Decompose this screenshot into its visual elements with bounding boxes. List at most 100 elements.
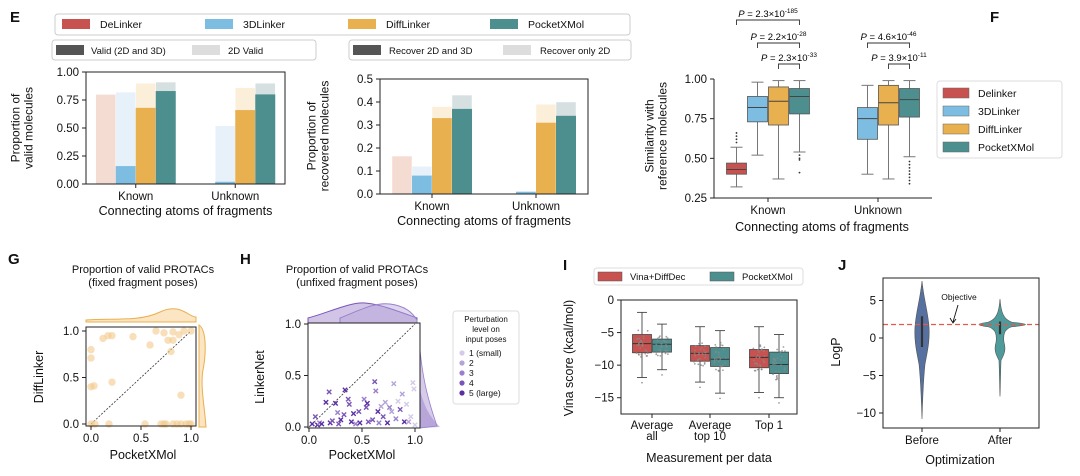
h-scatter-point xyxy=(319,421,325,427)
i-xlabel: Measurement per data xyxy=(646,451,772,465)
h-scatter-point xyxy=(363,404,369,411)
f-significance-bracket xyxy=(757,42,800,48)
e-right-bar-difflinker-unknown xyxy=(536,122,556,194)
i-box-pocketxmol-2-swarm-point xyxy=(772,373,774,376)
g-scatter-point xyxy=(87,345,95,354)
h-legend-marker xyxy=(459,350,465,356)
e-left-ytick-label: 0.25 xyxy=(57,151,79,163)
g-scatter-point xyxy=(91,420,99,428)
i-box-pocketxmol-1-swarm-point xyxy=(715,358,718,361)
i-box-pocketxmol-2-swarm-point xyxy=(780,358,782,361)
legend-label-pocketxmol: PocketXMol xyxy=(528,19,584,31)
f-box-difflinker-known xyxy=(768,86,789,126)
i-box-vinadiffdec-0-swarm-point xyxy=(639,347,642,349)
i-box-vinadiffdec-2-swarm-point xyxy=(761,348,763,351)
legend-swatch-2d-valid xyxy=(192,45,220,55)
h-scatter-point xyxy=(405,419,412,425)
i-box-pocketxmol-0-swarm-point xyxy=(665,341,668,344)
i-box-pocketxmol-1-swarm-point xyxy=(717,353,720,355)
h-scatter-point xyxy=(312,414,319,420)
i-box-vinadiffdec-0-swarm-point xyxy=(640,355,642,358)
h-scatter-point xyxy=(401,419,408,425)
h-ylabel: LinkerNet xyxy=(253,350,267,404)
i-xtick-label: top 10 xyxy=(694,431,726,443)
i-box-pocketxmol-1-swarm-point xyxy=(714,344,717,346)
j-objective-label: Objective xyxy=(941,292,977,302)
i-xtick-label: all xyxy=(646,431,658,443)
i-box-vinadiffdec-2-swarm-point xyxy=(753,369,756,372)
i-box-pocketxmol-0-swarm-point xyxy=(666,349,669,352)
i-box-vinadiffdec-2-swarm-point xyxy=(756,354,759,357)
i-box-vinadiffdec-2-swarm-point xyxy=(763,350,765,353)
i-box-pocketxmol-0-swarm-point xyxy=(655,351,658,354)
i-box-pocketxmol-1-swarm-point xyxy=(716,356,718,359)
g-scatter-point xyxy=(160,329,168,337)
i-box-vinadiffdec-2-swarm-point xyxy=(754,362,756,365)
i-box-vinadiffdec-2-swarm-point xyxy=(756,368,759,371)
i-box-pocketxmol-2 xyxy=(769,351,789,375)
i-box-vinadiffdec-2-swarm-point xyxy=(760,368,763,371)
i-box-vinadiffdec-2-swarm-point xyxy=(758,350,760,353)
j-violin-before xyxy=(914,280,930,420)
i-box-pocketxmol-0-swarm-point xyxy=(655,353,658,356)
h-scatter-point xyxy=(397,406,403,413)
h-legend-marker xyxy=(459,390,465,396)
g-xtick-label: 0.0 xyxy=(83,433,99,445)
g-marginal-right-density xyxy=(198,324,207,428)
i-box-pocketxmol-1-swarm-point xyxy=(721,344,724,347)
i-box-pocketxmol-0-swarm-point xyxy=(657,349,660,352)
j-objective-arrow xyxy=(949,304,959,324)
e-right-ytick-label: 0.0 xyxy=(357,189,373,201)
i-box-vinadiffdec-0-swarm-point xyxy=(646,329,649,332)
g-scatter-point xyxy=(169,328,177,336)
h-scatter-point xyxy=(326,389,332,395)
h-scatter-point xyxy=(335,421,342,427)
i-box-vinadiffdec-0-swarm-point xyxy=(637,329,640,332)
f-significance-bracket xyxy=(778,63,800,69)
h-scatter-point xyxy=(329,418,336,424)
f-box-delinker-known-outlier xyxy=(735,138,738,141)
j-ytick-label: 0 xyxy=(870,333,876,345)
h-scatter-point xyxy=(399,391,405,397)
legend-recover-box xyxy=(348,39,632,61)
f-box-pocketxmol-unknown-outlier xyxy=(908,182,911,185)
h-xtick-label: 0.5 xyxy=(354,435,370,447)
i-box-vinadiffdec-0-swarm-point xyxy=(644,352,647,355)
f-pvalue-label: P = 2.3×10-185 xyxy=(738,8,798,20)
i-box-pocketxmol-1-swarm-point xyxy=(719,342,722,345)
e-right-ylabel: Proportion of xyxy=(304,101,318,170)
i-box-vinadiffdec-0-swarm-point xyxy=(637,353,640,356)
h-scatter-point xyxy=(338,417,344,423)
h-scatter-point xyxy=(356,408,362,415)
e-left-bar-light-delinker-known xyxy=(95,94,116,185)
legend-methods-box xyxy=(54,13,631,36)
h-scatter-point xyxy=(346,401,352,408)
i-ytick-label: 0 xyxy=(608,295,614,307)
h-scatter-point xyxy=(384,420,391,426)
g-scatter-point xyxy=(108,378,116,386)
e-right-axes-frame xyxy=(379,78,589,195)
h-scatter-point xyxy=(323,399,329,405)
f-box-3dlinker-unknown xyxy=(857,107,878,140)
f-pvalue-label: P = 2.2×10-28 xyxy=(751,31,807,43)
panel-label-F: F xyxy=(990,9,999,26)
e-right-ytick-label: 0.3 xyxy=(357,120,373,132)
i-box-pocketxmol-1-outlier xyxy=(719,397,721,400)
i-legend-label-pocketxmol: PocketXMol xyxy=(742,272,793,283)
e-right-bar-pocketxmol-known xyxy=(452,108,472,194)
e-right-xlabel: Connecting atoms of fragments xyxy=(397,214,571,228)
j-ytick-label: −10 xyxy=(856,408,876,420)
i-box-vinadiffdec-0-swarm-point xyxy=(636,344,638,346)
f-significance-bracket xyxy=(867,42,910,48)
i-box-pocketxmol-2-swarm-point xyxy=(784,350,786,353)
i-ytick-label: −10 xyxy=(594,360,614,372)
panel-label-I: I xyxy=(563,257,567,274)
i-box-vinadiffdec-2-swarm-point xyxy=(752,347,755,350)
i-box-vinadiffdec-2-swarm-point xyxy=(763,355,766,357)
f-box-pocketxmol-unknown-outlier xyxy=(908,163,911,166)
e-right-xtick-label: Known xyxy=(414,201,449,213)
i-box-vinadiffdec-0-swarm-point xyxy=(641,345,644,347)
i-box-pocketxmol-0-swarm-point xyxy=(660,345,663,348)
i-box-vinadiffdec-0-swarm-point xyxy=(645,350,648,353)
h-legend-label: 3 xyxy=(469,368,474,378)
